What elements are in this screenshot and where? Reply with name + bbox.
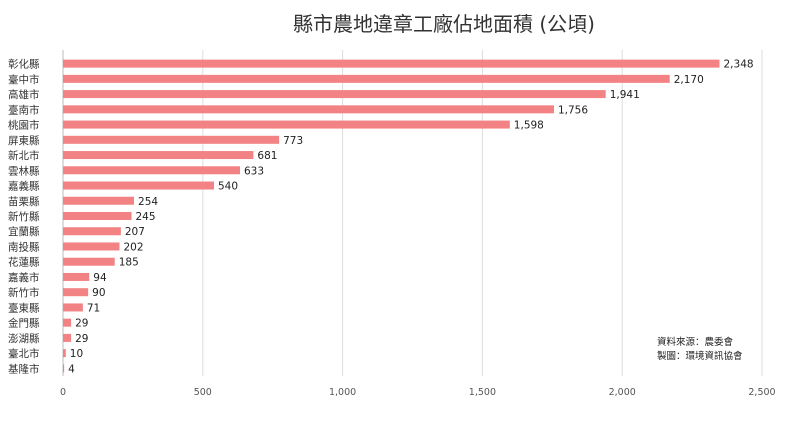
category-label: 臺東縣 — [8, 301, 40, 314]
category-label: 基隆市 — [8, 362, 40, 375]
bar — [63, 90, 606, 99]
value-label: 1,598 — [514, 120, 544, 132]
x-tick-label: 1,500 — [469, 387, 496, 398]
category-label: 花蓮縣 — [8, 256, 40, 269]
x-tick-label: 2,000 — [609, 387, 636, 398]
x-tick-label: 500 — [194, 387, 212, 398]
category-label: 新竹市 — [8, 286, 40, 299]
source-note: 資料來源：農委會 — [657, 336, 734, 348]
bar — [63, 212, 132, 220]
category-label: 苗栗縣 — [8, 196, 40, 208]
bar — [63, 135, 280, 144]
x-tick-label: 0 — [60, 387, 66, 398]
bar — [63, 181, 214, 190]
value-label: 71 — [87, 302, 100, 314]
value-label: 4 — [68, 363, 75, 375]
value-label: 540 — [218, 181, 238, 193]
bar — [63, 303, 83, 312]
chart-title: 縣市農地違章工廠佔地面積 (公頃) — [293, 12, 595, 36]
x-tick-label: 1,000 — [329, 387, 356, 398]
bar — [63, 166, 240, 175]
bar — [63, 196, 135, 205]
value-label: 94 — [93, 272, 107, 284]
value-label: 29 — [75, 333, 88, 345]
bar — [63, 59, 720, 68]
labels: 彰化縣 2,348 臺中市 2,170 高雄市 1,941 臺南市 1,756 桃園市 1,598… — [8, 58, 754, 376]
category-label: 高雄市 — [8, 88, 40, 101]
value-label: 29 — [75, 318, 88, 330]
value-label: 633 — [244, 165, 264, 177]
category-label: 屏東縣 — [8, 134, 40, 147]
category-label: 新竹縣 — [8, 210, 40, 223]
value-label: 202 — [123, 241, 143, 253]
gridlines — [62, 50, 763, 376]
category-label: 金門縣 — [8, 317, 40, 330]
category-label: 新北市 — [8, 149, 40, 162]
bar — [63, 364, 65, 373]
value-label: 681 — [257, 150, 277, 162]
bar — [63, 74, 670, 83]
bar — [63, 227, 121, 236]
category-label: 臺中市 — [8, 73, 40, 86]
category-label: 嘉義縣 — [8, 180, 40, 193]
x-tick-label: 2,500 — [748, 387, 775, 398]
value-label: 2,170 — [674, 74, 704, 86]
category-label: 南投縣 — [8, 240, 40, 253]
bar — [63, 318, 72, 327]
bar — [63, 257, 115, 266]
category-label: 嘉義市 — [8, 271, 40, 284]
category-label: 桃園市 — [8, 119, 40, 132]
bar — [63, 242, 120, 251]
bar — [63, 120, 510, 129]
bar — [63, 151, 254, 160]
bars — [63, 59, 720, 373]
value-label: 2,348 — [724, 59, 754, 71]
category-label: 彰化縣 — [8, 58, 40, 71]
value-label: 245 — [136, 211, 156, 223]
category-label: 臺北市 — [8, 347, 40, 360]
value-label: 1,941 — [610, 89, 640, 101]
credit-note: 製圖：環境資訊協會 — [657, 350, 743, 362]
category-label: 澎湖縣 — [8, 333, 40, 345]
category-label: 雲林縣 — [8, 164, 40, 177]
value-label: 254 — [138, 196, 158, 208]
bar — [63, 105, 554, 114]
bar — [63, 272, 90, 281]
value-label: 207 — [125, 226, 145, 238]
category-label: 臺南市 — [8, 103, 40, 116]
value-label: 185 — [119, 257, 139, 269]
bar — [63, 349, 66, 358]
bar — [63, 288, 89, 297]
value-label: 1,756 — [558, 104, 588, 116]
value-label: 773 — [283, 135, 303, 147]
category-label: 宜蘭縣 — [8, 225, 40, 238]
bar — [63, 333, 72, 342]
x-axis-ticks: 0 500 1,000 1,500 2,000 2,500 — [60, 387, 776, 398]
value-label: 10 — [70, 348, 83, 360]
value-label: 90 — [92, 287, 105, 299]
